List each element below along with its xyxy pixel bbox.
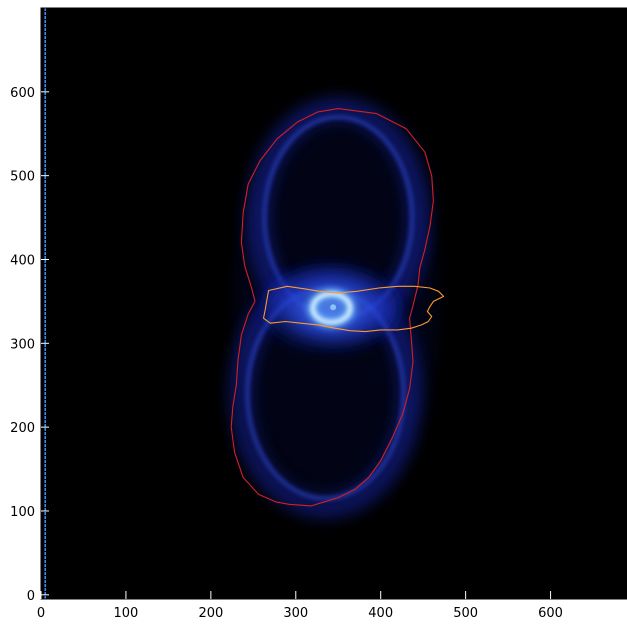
axes: 0 100 200 300 400 500 600 0 100 200 300 400 500 600 xyxy=(10,7,627,621)
x-tick-label: 500 xyxy=(453,606,478,621)
x-tick-label: 300 xyxy=(283,606,308,621)
central-ring xyxy=(310,291,353,325)
y-tick-label: 300 xyxy=(10,337,35,352)
x-tick-label: 600 xyxy=(538,606,563,621)
x-tick-label: 0 xyxy=(37,606,45,621)
y-tick-label: 100 xyxy=(10,505,35,520)
x-tick-label: 200 xyxy=(198,606,223,621)
central-star xyxy=(330,304,337,311)
inner-contour-line xyxy=(262,285,445,333)
y-tick-label: 500 xyxy=(10,170,35,185)
plot-frame xyxy=(40,7,627,600)
y-tick-label: 200 xyxy=(10,421,35,436)
x-tick-label: 400 xyxy=(368,606,393,621)
x-tick-label: 100 xyxy=(114,606,139,621)
y-tick-label: 600 xyxy=(10,86,35,101)
y-tick-label: 0 xyxy=(27,589,35,604)
outer-contour-line xyxy=(230,108,434,507)
contour-lines xyxy=(44,8,445,599)
y-tick-label: 400 xyxy=(10,253,35,268)
